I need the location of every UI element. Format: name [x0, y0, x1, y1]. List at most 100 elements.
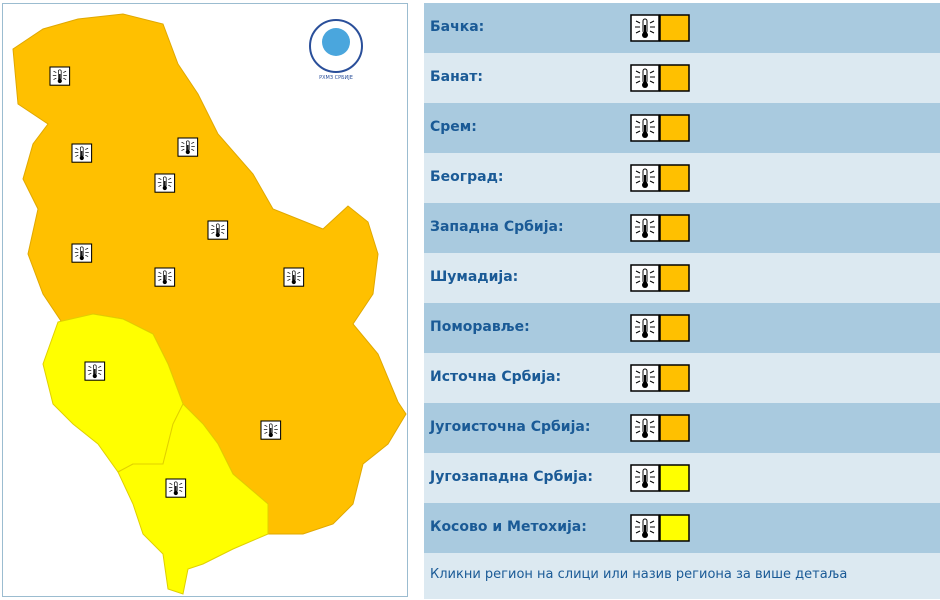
icon-ray — [635, 270, 641, 274]
region-row: Поморавље: — [424, 303, 940, 353]
icon-bulb — [642, 482, 648, 488]
thermometer-icon — [49, 66, 71, 86]
icon-ray — [158, 184, 162, 187]
thermometer-icon — [630, 414, 660, 442]
icon-ray — [85, 147, 89, 150]
warning-icons — [630, 214, 690, 242]
region-name[interactable]: Југозападна Србија: — [430, 469, 593, 485]
icon-ray — [169, 489, 173, 492]
icon-ray — [649, 220, 655, 224]
thermometer-icon — [630, 514, 660, 542]
icon-ray — [635, 30, 641, 34]
icon-ray — [649, 270, 655, 274]
icon-bulb — [215, 232, 220, 238]
icon-bulb — [642, 282, 648, 288]
icon-ray — [297, 271, 301, 274]
icon-ray — [85, 247, 89, 250]
icon-bulb — [92, 373, 97, 379]
icon-ray — [649, 130, 655, 134]
warning-swatch — [659, 214, 690, 242]
icon-ray — [649, 370, 655, 374]
region-name[interactable]: Косово и Метохија: — [430, 519, 587, 535]
icon-ray — [635, 120, 641, 124]
region-name[interactable]: Источна Србија: — [430, 369, 562, 385]
icon-ray — [158, 271, 162, 274]
icon-ray — [98, 372, 102, 375]
icon-bulb — [642, 232, 648, 238]
icon-bulb — [642, 132, 648, 138]
warning-swatch — [659, 114, 690, 142]
warning-swatch — [659, 264, 690, 292]
icon-ray — [635, 430, 641, 434]
thermometer-icon — [630, 64, 660, 92]
icon-bulb — [162, 185, 167, 191]
thermometer-icon — [154, 173, 176, 193]
thermometer-icon — [630, 164, 660, 192]
region-name[interactable]: Југоисточна Србија: — [430, 419, 591, 435]
icon-bulb — [185, 149, 190, 155]
icon-ray — [649, 80, 655, 84]
icon-ray — [75, 254, 79, 257]
icon-ray — [635, 480, 641, 484]
icon-ray — [649, 330, 655, 334]
logo-text: РХМЗ СРБИЈЕ — [319, 75, 353, 81]
region-row: Бачка: — [424, 3, 940, 53]
icon-ray — [287, 271, 291, 274]
icon-ray — [649, 520, 655, 524]
icon-ray — [168, 177, 172, 180]
thermometer-icon — [84, 361, 106, 381]
warning-icons — [630, 14, 690, 42]
icon-bulb — [291, 279, 296, 285]
warning-icons — [630, 114, 690, 142]
region-row: Југоисточна Србија: — [424, 403, 940, 453]
icon-ray — [168, 278, 172, 281]
icon-ray — [635, 420, 641, 424]
region-name[interactable]: Бачка: — [430, 19, 485, 35]
map-region-kosovo[interactable] — [117, 403, 269, 595]
icon-ray — [75, 154, 79, 157]
thermometer-icon — [630, 364, 660, 392]
icon-bulb — [642, 32, 648, 38]
icon-ray — [168, 271, 172, 274]
icon-ray — [297, 278, 301, 281]
icon-ray — [221, 224, 225, 227]
warning-swatch — [659, 14, 690, 42]
icon-bulb — [642, 432, 648, 438]
map-region-north[interactable] — [12, 13, 407, 535]
icon-ray — [63, 70, 67, 73]
warning-swatch — [659, 514, 690, 542]
thermometer-icon — [630, 264, 660, 292]
region-name[interactable]: Западна Србија: — [430, 219, 564, 235]
region-name[interactable]: Банат: — [430, 69, 483, 85]
region-row: Банат: — [424, 53, 940, 103]
icon-ray — [168, 184, 172, 187]
thermometer-icon — [630, 14, 660, 42]
icon-ray — [635, 220, 641, 224]
region-name[interactable]: Шумадија: — [430, 269, 519, 285]
icon-ray — [635, 70, 641, 74]
warning-icons — [630, 464, 690, 492]
icon-ray — [635, 520, 641, 524]
icon-bulb — [173, 490, 178, 496]
region-name[interactable]: Београд: — [430, 169, 504, 185]
icon-ray — [264, 424, 268, 427]
icon-ray — [179, 482, 183, 485]
icon-bulb — [642, 332, 648, 338]
warning-icons — [630, 414, 690, 442]
warning-icons — [630, 314, 690, 342]
icon-ray — [649, 170, 655, 174]
region-name[interactable]: Поморавље: — [430, 319, 530, 335]
warning-swatch — [659, 164, 690, 192]
region-row: Срем: — [424, 103, 940, 153]
region-name[interactable]: Срем: — [430, 119, 477, 135]
icon-bulb — [268, 432, 273, 438]
icon-ray — [635, 470, 641, 474]
icon-bulb — [642, 532, 648, 538]
icon-ray — [158, 177, 162, 180]
logo-inner — [322, 28, 350, 56]
thermometer-icon — [177, 137, 199, 157]
icon-bulb — [162, 279, 167, 285]
icon-ray — [181, 148, 185, 151]
icon-ray — [181, 141, 185, 144]
